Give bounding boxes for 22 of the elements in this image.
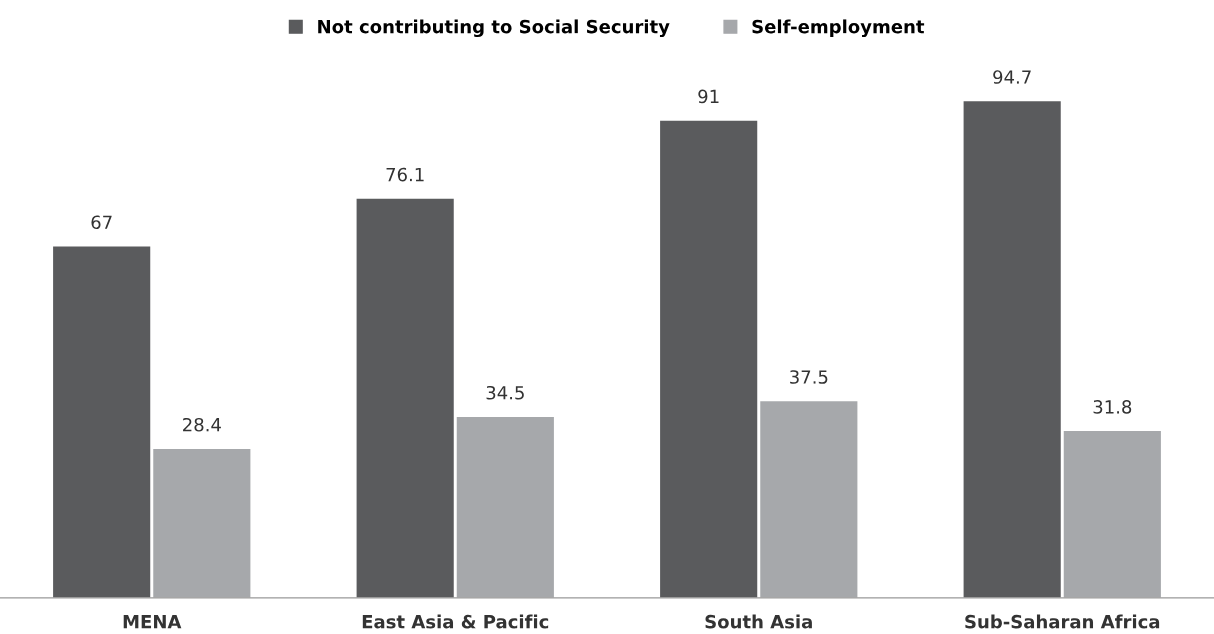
- data-label: 31.8: [1093, 400, 1132, 414]
- x-tick-label: South Asia: [705, 614, 812, 629]
- bar: [660, 120, 758, 598]
- legend-label: Self-employment: [752, 19, 925, 38]
- legend-label: Not contributing to Social Security: [318, 19, 670, 38]
- bar: [53, 246, 151, 598]
- data-label: 76.1: [386, 167, 424, 182]
- bar: [456, 416, 554, 598]
- data-label: 67: [91, 215, 112, 230]
- data-label: 34.5: [486, 385, 524, 400]
- bar: [1063, 431, 1161, 598]
- bar: [963, 101, 1061, 598]
- x-tick-label: East Asia & Pacific: [362, 614, 549, 629]
- data-label: 94.7: [993, 70, 1031, 84]
- bar: [356, 198, 454, 598]
- bar: [760, 401, 858, 598]
- data-label: 28.4: [183, 417, 221, 432]
- x-tick-label: Sub-Saharan Africa: [965, 614, 1160, 629]
- data-label: 91: [698, 89, 719, 104]
- bar: [153, 448, 251, 598]
- data-label: 37.5: [790, 370, 828, 384]
- x-tick-label: MENA: [123, 615, 182, 629]
